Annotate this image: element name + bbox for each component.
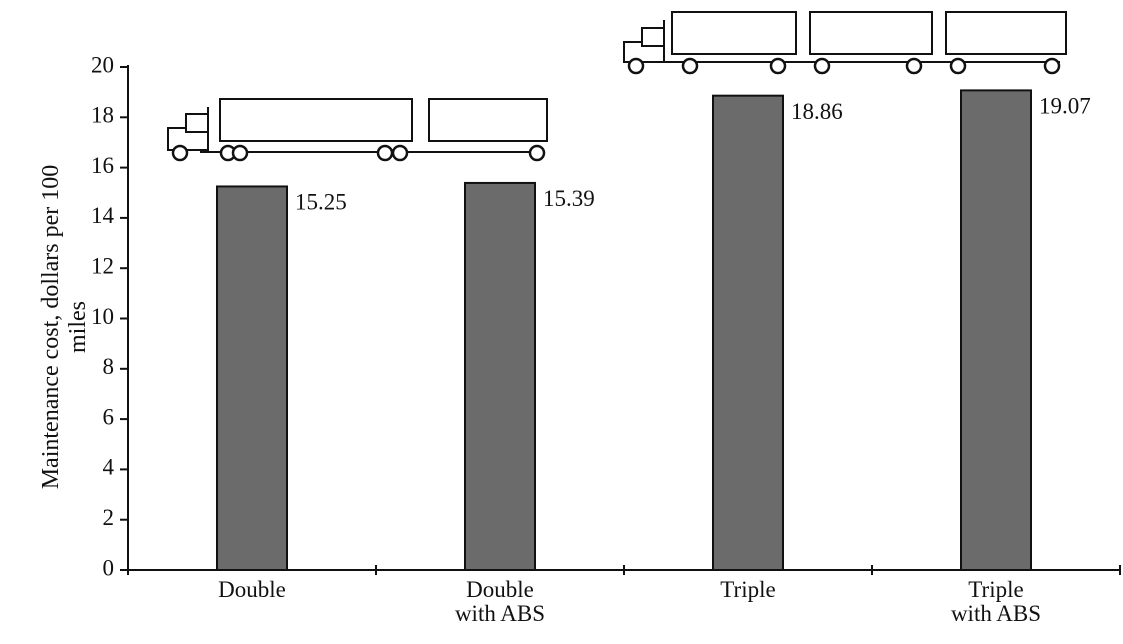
- value-label: 15.25: [295, 190, 347, 215]
- y-tick-label: 12: [91, 253, 114, 278]
- x-tick-label: Triple: [720, 577, 776, 602]
- triple-truck-icon: [623, 11, 1067, 75]
- value-label: 18.86: [791, 99, 843, 124]
- y-tick-label: 4: [103, 455, 115, 480]
- y-tick-label: 16: [91, 153, 114, 178]
- y-tick-label: 14: [91, 203, 115, 228]
- double-truck-icon: [167, 98, 548, 162]
- y-tick-label: 6: [103, 404, 115, 429]
- y-tick-label: 20: [91, 52, 114, 77]
- value-label: 19.07: [1039, 94, 1091, 119]
- value-label: 15.39: [543, 186, 595, 211]
- x-tick-label: Triple with ABS: [950, 577, 1042, 626]
- y-tick-label: 2: [103, 505, 115, 530]
- y-axis-title: Maintenance cost, dollars per 100 miles: [38, 164, 91, 490]
- bar: [712, 94, 784, 572]
- bar: [216, 185, 288, 571]
- y-tick-label: 10: [91, 304, 114, 329]
- y-tick-label: 8: [103, 354, 115, 379]
- y-tick-label: 18: [91, 103, 114, 128]
- bar: [960, 89, 1032, 572]
- x-tick-label: Double with ABS: [454, 577, 546, 626]
- bar: [464, 181, 536, 571]
- y-tick-label: 0: [103, 555, 115, 580]
- x-tick-label: Double: [218, 577, 286, 602]
